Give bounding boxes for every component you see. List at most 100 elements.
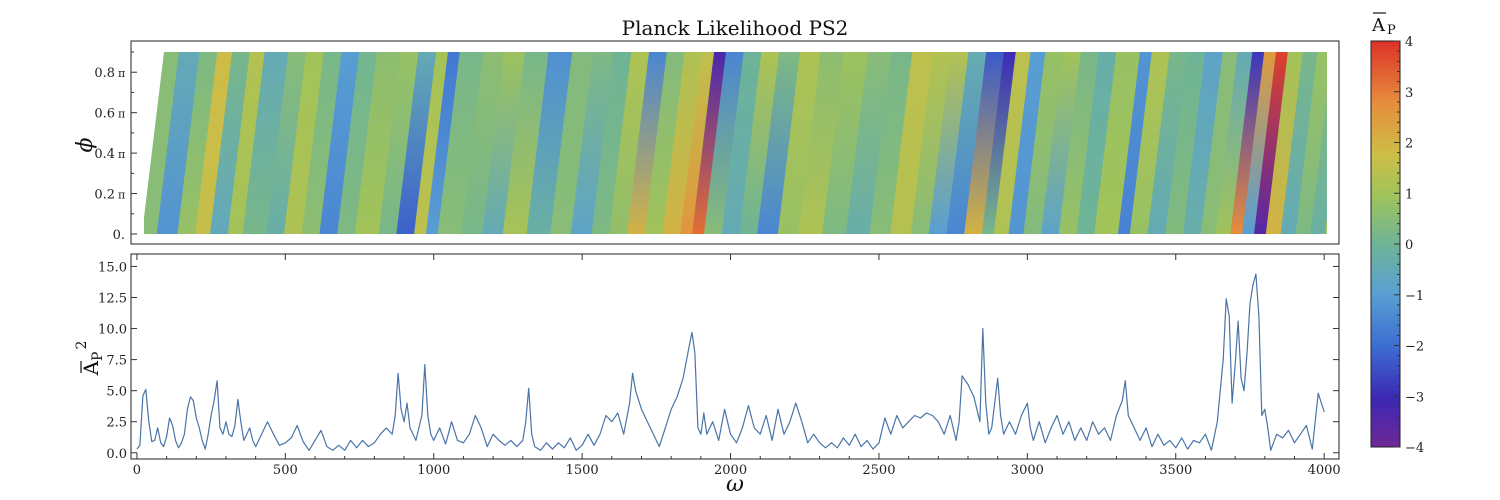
line-x-tick-label: 1500 [566, 463, 599, 478]
colorbar-tick-label: 3 [1405, 86, 1413, 101]
heatmap-band [822, 52, 872, 234]
heatmap-band [609, 52, 654, 234]
heatmap-band [354, 52, 405, 234]
heatmap-band [703, 52, 748, 234]
line-x-tick-label: 2500 [862, 463, 895, 478]
line-x-tick-label: 500 [273, 463, 298, 478]
heatmap-band [591, 52, 636, 234]
line-y-tick-label: 0.0 [106, 447, 127, 462]
heatmap-y-tick-suffix: π [118, 108, 125, 121]
heatmap-band [396, 52, 441, 234]
line-y-tick-label: 2.5 [106, 416, 127, 431]
line-y-tick-label: 5.0 [106, 385, 127, 400]
colorbar-tick-label: 4 [1405, 35, 1413, 50]
line-panel: 0 500 1000 1500 2000 2500 3000 3500 4000 0.0 2.5 5… [74, 253, 1341, 497]
heatmap-band [1200, 52, 1242, 234]
colorbar-tick-label: 2 [1405, 137, 1413, 152]
colorbar-title-main: A [1371, 15, 1386, 36]
line-y-axis: 0.0 2.5 5.0 7.5 10.0 12.5 15.0 [98, 260, 1339, 462]
heatmap-band [757, 52, 804, 234]
colorbar-tick-label: −2 [1405, 340, 1424, 355]
heatmap-band [1041, 52, 1085, 234]
colorbar-tick-label: 1 [1405, 187, 1413, 202]
heatmap-band [319, 52, 364, 234]
colorbar-tick-label: −4 [1405, 441, 1424, 456]
heatmap-band [482, 52, 529, 234]
heatmap-band [144, 52, 183, 234]
heatmap-band [301, 52, 346, 234]
line-frame [130, 253, 1340, 460]
heatmap-band [890, 52, 937, 234]
heatmap-band [1183, 52, 1227, 234]
heatmap-band [570, 52, 618, 234]
heatmap-band [928, 52, 973, 234]
heatmap-band [227, 52, 269, 234]
line-x-tick-label: 2000 [714, 463, 747, 478]
line-y-title-sub: P [90, 352, 106, 361]
heatmap-band [964, 52, 1008, 234]
heatmap-band [1058, 52, 1103, 234]
colorbar-title-sub: P [1387, 23, 1396, 38]
heatmap-band [1165, 52, 1210, 234]
heatmap-band [283, 52, 328, 234]
heatmap-y-tick-label: 0. [113, 228, 125, 243]
heatmap-band [502, 52, 553, 234]
heatmap-band [1023, 52, 1068, 234]
line-x-tick-label: 1000 [417, 463, 450, 478]
heatmap-bands [144, 52, 1327, 234]
heatmap-y-axis: 0.0.2 π0.4 π0.6 π0.8 π [94, 51, 137, 243]
heatmap-y-tick-label: 0.2 [94, 188, 115, 203]
line-x-title: ω [726, 472, 744, 497]
heatmap-band [550, 52, 597, 234]
line-series-path [136, 273, 1325, 451]
line-x-tick-label: 3500 [1159, 463, 1192, 478]
heatmap-band [993, 52, 1035, 234]
heatmap-band [1129, 52, 1174, 234]
heatmap-band [662, 52, 707, 234]
heatmap-band [266, 52, 310, 234]
heatmap-band [1310, 95, 1327, 234]
line-y-tick-label: 12.5 [98, 291, 127, 306]
heatmap-band [1147, 52, 1192, 234]
heatmap-band [910, 52, 955, 234]
svg-text:AP2: AP2 [74, 341, 106, 377]
heatmap-band [461, 52, 509, 234]
line-x-tick-label: 4000 [1308, 463, 1341, 478]
colorbar-tick-label: 0 [1405, 238, 1413, 253]
heatmap-y-tick-suffix: π [118, 189, 125, 202]
line-y-tick-label: 10.0 [98, 323, 127, 338]
heatmap-band [1215, 52, 1257, 234]
heatmap-band [946, 52, 991, 234]
heatmap-band [1265, 52, 1307, 234]
heatmap-band [1076, 52, 1121, 234]
heatmap-y-tick-suffix: π [118, 148, 125, 161]
colorbar-tick-label: −1 [1405, 289, 1424, 304]
heatmap-band [869, 52, 917, 234]
heatmap-band [627, 52, 671, 234]
heatmap-band [777, 52, 825, 234]
heatmap-band [1094, 52, 1144, 234]
heatmap-band [210, 52, 254, 234]
heatmap-y-tick-label: 0.6 [94, 107, 115, 122]
line-y-title-sup: 2 [74, 341, 90, 350]
heatmap-y-title: ϕ [73, 138, 98, 153]
chart-title: Planck Likelihood PS2 [622, 16, 849, 40]
heatmap-band [739, 52, 784, 234]
heatmap-y-tick-suffix: π [118, 67, 125, 80]
heatmap-band [437, 52, 488, 234]
heatmap-band [242, 52, 293, 234]
line-x-tick-label: 3000 [1011, 463, 1044, 478]
heatmap-band [1008, 52, 1050, 234]
line-y-tick-label: 7.5 [106, 354, 127, 369]
line-y-title: AP2 [74, 341, 106, 377]
colorbar-ticks: 4 3 2 1 0 −1 −2 −3 −4 [1394, 35, 1424, 456]
heatmap-band [177, 52, 222, 234]
heatmap-band [195, 52, 237, 234]
heatmap-band [845, 52, 896, 234]
heatmap-band [156, 52, 204, 234]
heatmap-band [526, 52, 577, 234]
heatmap-panel: 0.0.2 π0.4 π0.6 π0.8 π ϕ [73, 40, 1340, 245]
line-y-tick-label: 15.0 [98, 260, 127, 275]
line-x-axis: 0 500 1000 1500 2000 2500 3000 3500 4000 [133, 254, 1341, 478]
